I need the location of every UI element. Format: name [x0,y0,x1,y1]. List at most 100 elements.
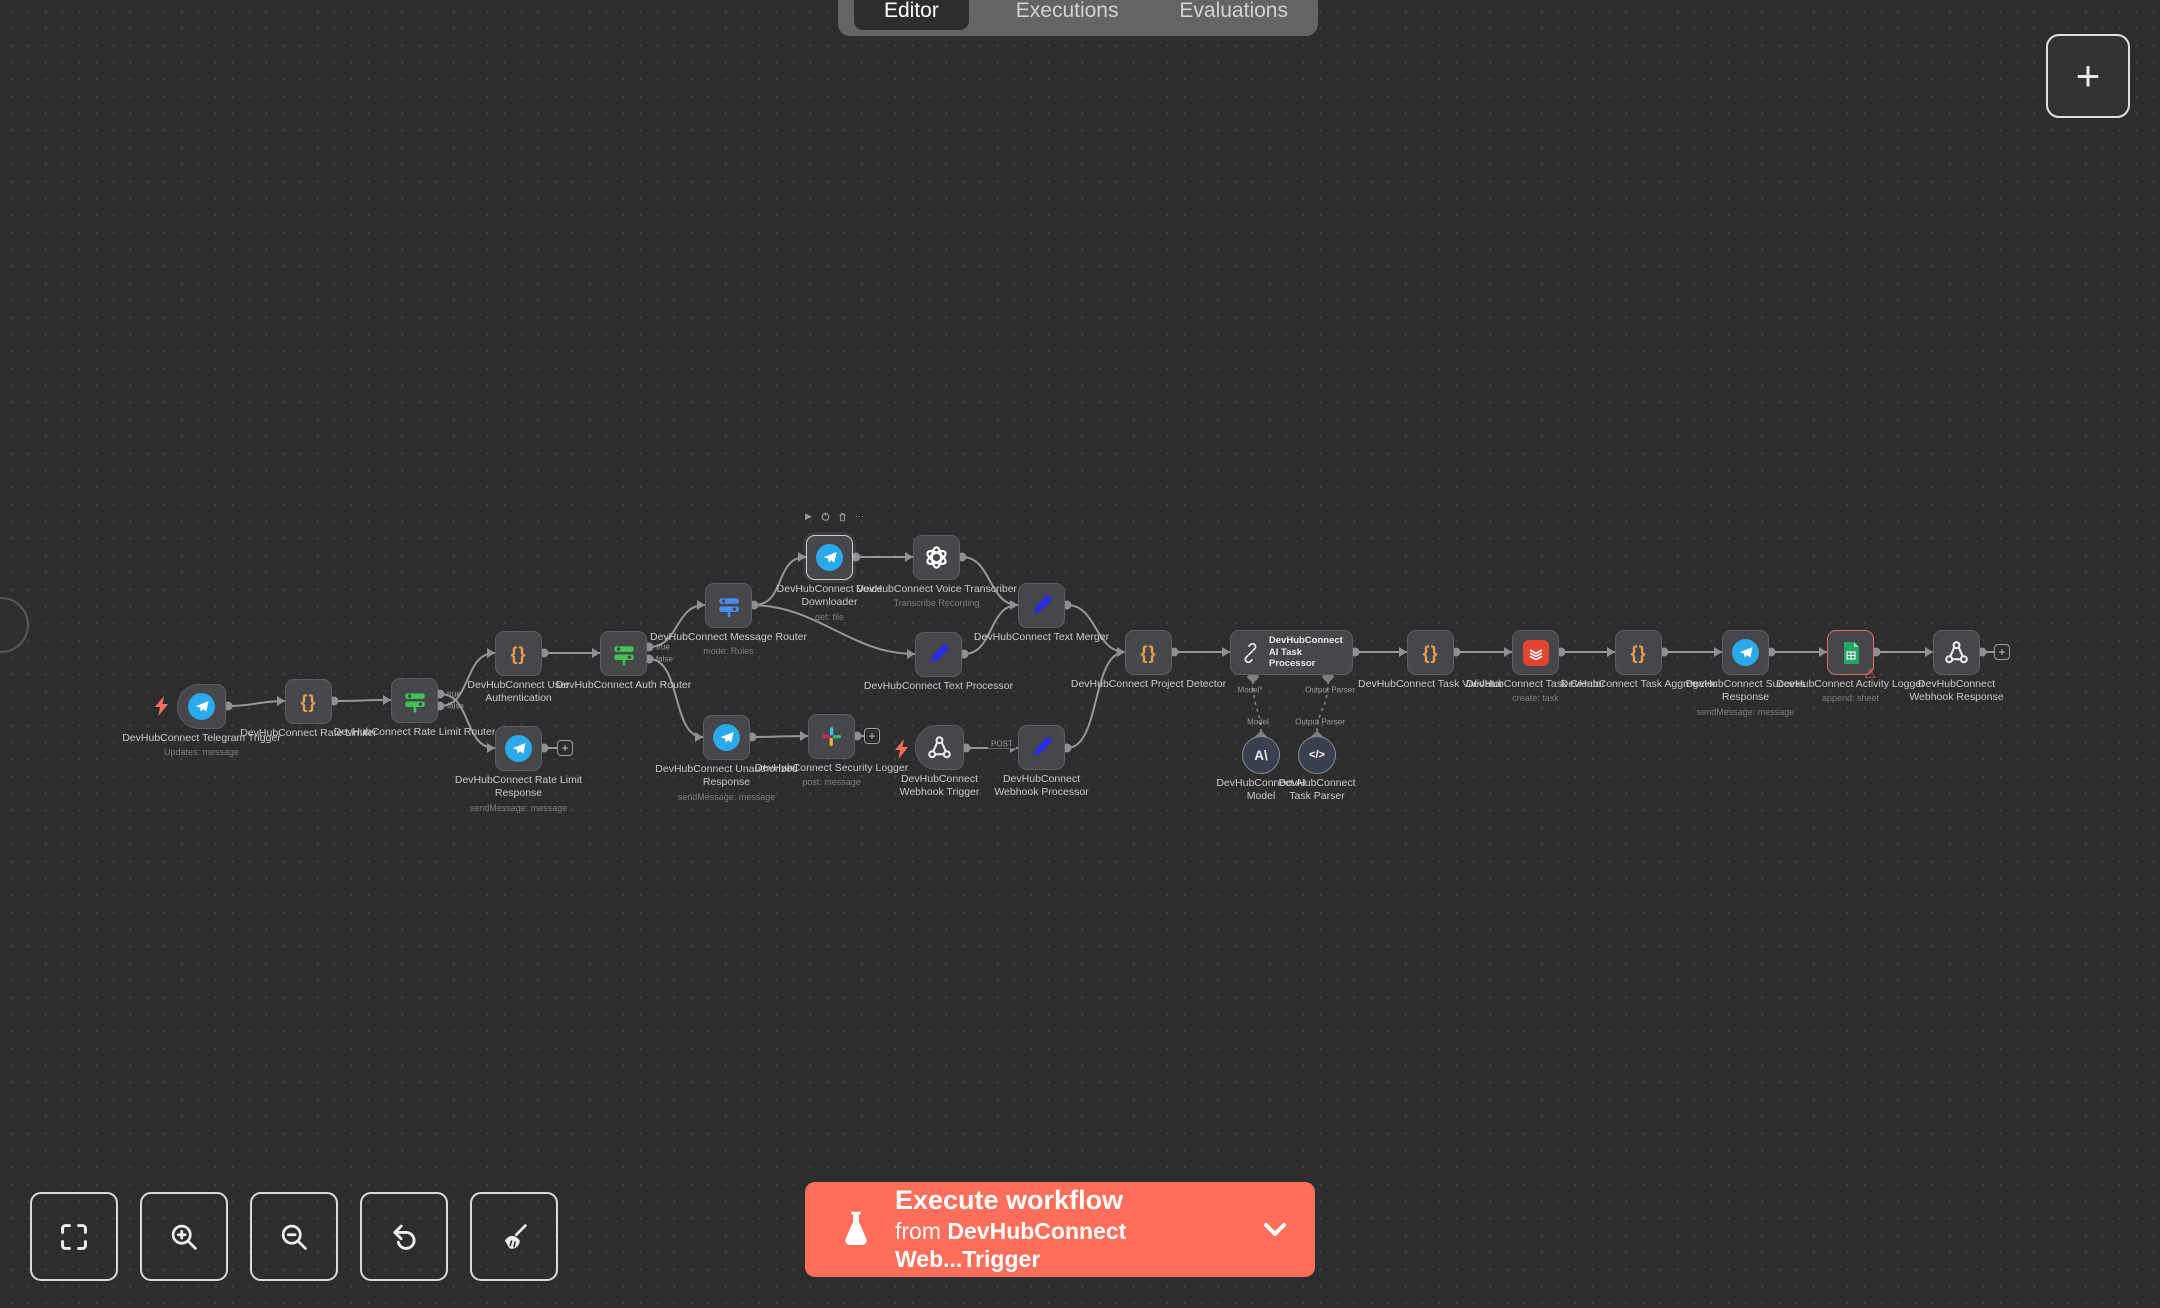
edge[interactable] [753,556,807,606]
edge-label-false: false [656,654,673,664]
zoom-to-fit-button[interactable] [30,1192,118,1281]
node-rate-limit-response[interactable]: DevHubConnect Rate Limit Response sendMe… [455,726,582,813]
more-options-icon[interactable]: ⋯ [855,511,864,521]
node-user-authentication[interactable]: {} DevHubConnect User Authentication [467,631,570,704]
reset-zoom-button[interactable] [360,1192,448,1281]
edge[interactable] [227,700,286,707]
plus-icon: + [868,729,876,743]
node-subtitle: mode: Rules [703,646,754,657]
sub-connectors[interactable] [1246,670,1335,744]
canvas-toolbar [30,1192,558,1281]
node-webhook-response[interactable]: DevHubConnect Webhook Response [1909,630,2004,703]
edge[interactable] [648,658,704,738]
node-text-processor[interactable]: DevHubConnect Text Processor [864,632,1013,692]
edge[interactable] [753,604,916,655]
node-subtitle: sendMessage: message [1696,706,1795,717]
input-label-model-required: Model* [1237,685,1263,695]
node-name: DevHubConnect Rate Limit Router [333,726,496,738]
node-name: DevHubConnect User Authentication [467,679,570,705]
edge[interactable] [648,604,706,648]
node-name: DevHubConnect Project Detector [1070,678,1227,690]
node-rate-limit-router[interactable]: DevHubConnect Rate Limit Router [334,678,495,738]
node-toolbar[interactable]: ▶ ⋯ [804,511,864,521]
node-unauthorized-response[interactable]: DevHubConnect Unauthorized Response send… [655,715,798,802]
delete-icon[interactable] [838,512,847,521]
slack-icon [822,727,842,747]
node-name: DevHubConnect Telegram Trigger [122,732,281,744]
edge-label-model: Model [1247,717,1269,727]
tidy-up-button[interactable] [470,1192,558,1281]
node-security-logger[interactable]: DevHubConnect Security Logger post: mess… [755,714,908,787]
node-text-merger[interactable]: DevHubConnect Text Merger [974,583,1109,643]
node-rate-limiter[interactable]: {} DevHubConnect Rate Limiter [240,679,377,739]
zoom-in-button[interactable] [140,1192,228,1281]
node-voice-transcriber[interactable]: DevHubConnect Voice Transcriber Transcri… [856,535,1017,608]
telegram-icon [505,735,532,762]
node-name: DevHubConnect Text Processor [863,680,1014,692]
edge-model[interactable] [1252,680,1262,733]
code-icon: {} [1422,642,1439,663]
tidy-up-icon [504,1223,527,1249]
node-task-creator[interactable]: DevHubConnect Task Creator create: task [1466,630,1605,703]
telegram-icon [188,693,215,720]
plus-icon: + [1998,645,2006,659]
zoom-out-button[interactable] [250,1192,338,1281]
tab-editor[interactable]: Editor [854,0,969,30]
zoom-out-icon [281,1224,307,1250]
node-voice-downloader[interactable]: DevHubConnect Voice Downloader get: file [777,535,882,622]
node-project-detector[interactable]: {} DevHubConnect Project Detector [1071,630,1226,690]
zoom-to-fit-icon [61,1223,87,1250]
edge[interactable] [751,735,809,738]
node-success-response[interactable]: DevHubConnect Success Response sendMessa… [1686,630,1805,717]
edge-label-output-parser: Output Parser [1295,717,1345,727]
add-node-endpoint[interactable]: + [1994,644,2010,660]
play-icon[interactable]: ▶ [805,511,812,521]
edge[interactable] [961,556,1019,606]
code-icon: {} [300,691,317,712]
chevron-down-icon[interactable] [1263,1222,1287,1237]
node-webhook-processor[interactable]: DevHubConnect Webhook Processor [994,725,1089,798]
telegram-icon [1732,639,1759,666]
node-name: DevHubConnect Task Parser [1278,777,1356,803]
node-auth-router[interactable]: DevHubConnect Auth Router [556,631,691,691]
node-name: DevHubConnect Activity Logger [1776,678,1925,690]
switch-icon [718,597,739,617]
add-node-button[interactable]: + [2046,34,2130,118]
tab-evaluations[interactable]: Evaluations [1179,0,1288,22]
node-task-validator[interactable]: {} DevHubConnect Task Validator [1358,630,1503,690]
switch-icon [613,645,634,665]
add-node-endpoint[interactable]: + [557,740,573,756]
execute-workflow-button[interactable]: Execute workflow from DevHubConnect Web.… [805,1182,1315,1277]
webhook-icon [1945,641,1968,664]
plus-icon: + [2075,52,2101,99]
node-activity-logger[interactable]: ⚠ DevHubConnect Activity Logger append: … [1776,630,1925,703]
node-message-router[interactable]: DevHubConnect Message Router mode: Rules [650,583,807,656]
node-task-aggregator[interactable]: {} DevHubConnect Task Aggregator [1561,630,1716,690]
edge[interactable] [963,604,1019,655]
edge[interactable] [333,699,392,702]
node-name: DevHubConnect AI Task Processor [1268,635,1343,670]
edge[interactable] [439,652,496,707]
node-ai-task-processor[interactable]: DevHubConnect AI Task Processor [1230,630,1353,675]
node-subtitle: Transcribe Recording [893,598,980,609]
zoom-in-icon [171,1224,197,1250]
node-subtitle: append: sheet [1821,693,1880,704]
add-node-endpoint[interactable]: + [864,728,880,744]
edge[interactable] [1066,604,1126,653]
edge-label-post: POST [988,739,1016,749]
tab-executions[interactable]: Executions [1015,0,1119,22]
edge[interactable] [1066,651,1126,749]
node-task-parser[interactable]: </> DevHubConnect Task Parser [1278,736,1356,802]
node-ai-model[interactable]: A\ DevHubConnect AI Model [1216,736,1306,802]
flask-icon [845,1211,867,1245]
deactivate-icon[interactable] [821,512,830,521]
node-name: DevHubConnect Voice Downloader [776,583,883,609]
edge-output-parser[interactable] [1316,680,1329,733]
node-telegram-trigger[interactable]: DevHubConnect Telegram Trigger Updates: … [122,684,281,757]
edge[interactable] [439,693,496,749]
code-icon: {} [1630,642,1647,663]
edge-label-false: false [447,701,464,711]
node-webhook-trigger[interactable]: DevHubConnect Webhook Trigger [900,725,979,798]
